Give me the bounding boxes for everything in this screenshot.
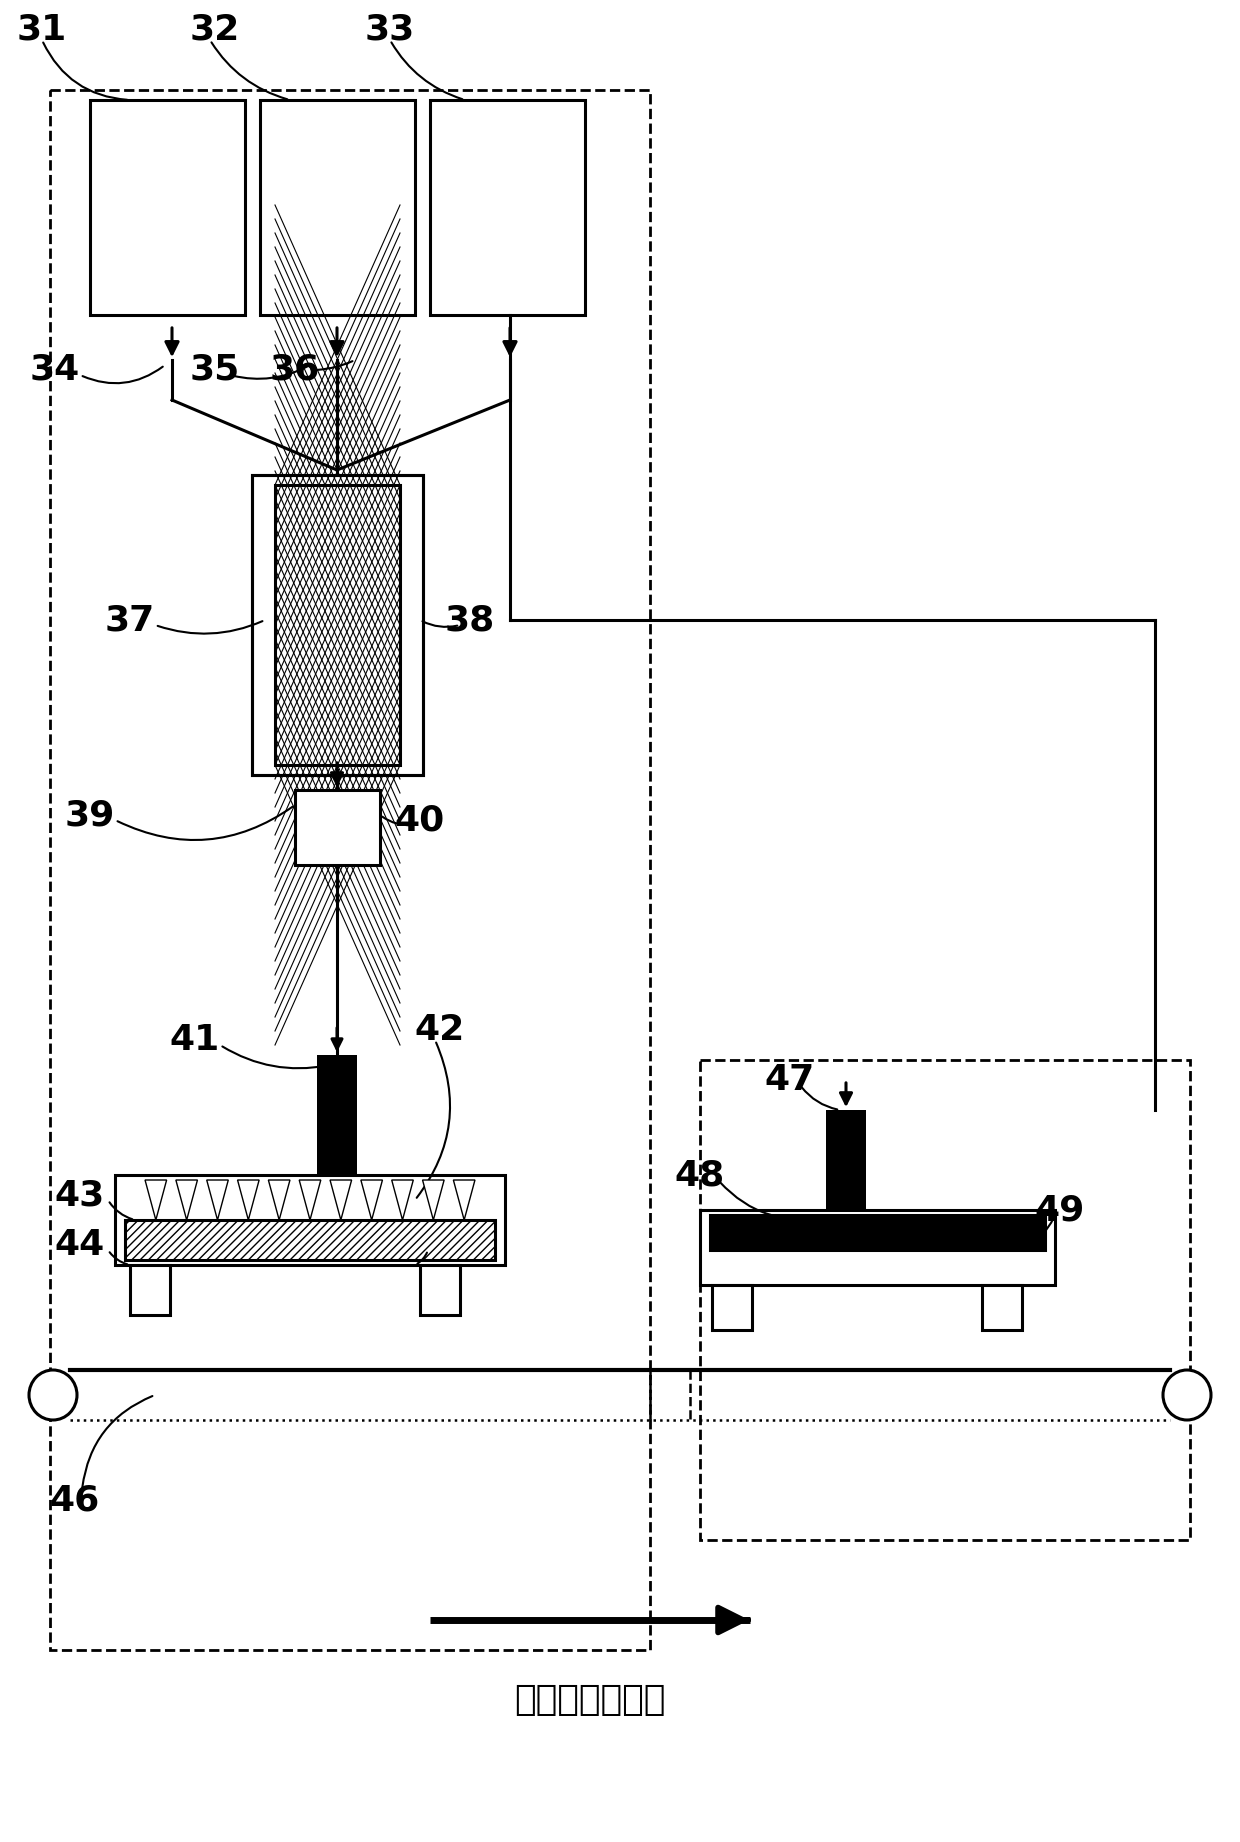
Bar bbox=[826, 1111, 866, 1210]
Bar bbox=[275, 484, 401, 764]
Bar bbox=[130, 1265, 170, 1315]
Text: 44: 44 bbox=[55, 1229, 105, 1262]
Text: 39: 39 bbox=[64, 798, 115, 833]
Bar bbox=[260, 99, 415, 315]
Text: 31: 31 bbox=[17, 13, 67, 48]
Polygon shape bbox=[176, 1181, 197, 1219]
Polygon shape bbox=[454, 1181, 475, 1219]
Polygon shape bbox=[207, 1181, 228, 1219]
Text: 35: 35 bbox=[190, 354, 241, 387]
Polygon shape bbox=[145, 1181, 166, 1219]
Text: 49: 49 bbox=[1035, 1194, 1085, 1227]
Ellipse shape bbox=[29, 1370, 77, 1420]
Text: 34: 34 bbox=[30, 354, 81, 387]
Text: 37: 37 bbox=[105, 602, 155, 637]
Text: 43: 43 bbox=[55, 1179, 105, 1212]
Polygon shape bbox=[330, 1181, 352, 1219]
Ellipse shape bbox=[1163, 1370, 1211, 1420]
Bar bbox=[125, 1219, 495, 1260]
Bar bbox=[711, 1216, 1045, 1251]
Polygon shape bbox=[361, 1181, 382, 1219]
Bar bbox=[50, 90, 650, 1650]
Text: 40: 40 bbox=[394, 803, 445, 836]
Polygon shape bbox=[392, 1181, 413, 1219]
Polygon shape bbox=[268, 1181, 290, 1219]
Bar bbox=[701, 1210, 1055, 1286]
Text: 45: 45 bbox=[410, 1229, 460, 1262]
Text: 33: 33 bbox=[365, 13, 415, 48]
Text: 32: 32 bbox=[190, 13, 241, 48]
Text: 42: 42 bbox=[415, 1013, 465, 1046]
Bar bbox=[115, 1175, 505, 1265]
Bar bbox=[420, 1265, 460, 1315]
Text: 48: 48 bbox=[675, 1159, 725, 1192]
Bar bbox=[430, 99, 585, 315]
Bar bbox=[295, 790, 379, 866]
Bar bbox=[712, 1286, 751, 1330]
Bar bbox=[982, 1286, 1022, 1330]
Bar bbox=[252, 475, 423, 775]
Polygon shape bbox=[238, 1181, 259, 1219]
Text: 47: 47 bbox=[765, 1063, 815, 1098]
Bar bbox=[317, 1055, 357, 1175]
Text: 46: 46 bbox=[50, 1483, 100, 1518]
Polygon shape bbox=[299, 1181, 321, 1219]
Text: 传送带运动方向: 传送带运动方向 bbox=[515, 1684, 666, 1717]
Text: 36: 36 bbox=[270, 354, 320, 387]
Text: 41: 41 bbox=[170, 1022, 221, 1057]
Polygon shape bbox=[423, 1181, 444, 1219]
Bar bbox=[701, 1059, 1190, 1540]
Text: 38: 38 bbox=[445, 602, 495, 637]
Bar bbox=[252, 475, 423, 775]
Bar bbox=[91, 99, 246, 315]
